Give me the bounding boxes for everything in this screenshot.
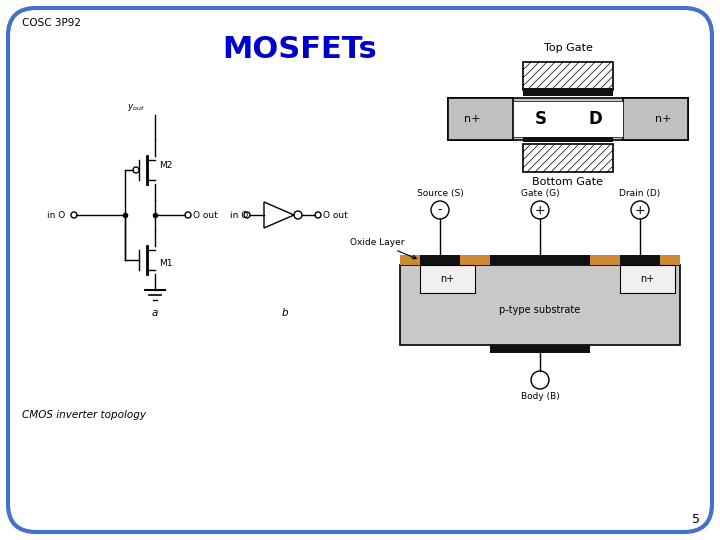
Bar [513, 101, 623, 137]
Bar [490, 345, 590, 353]
Bar [620, 265, 675, 293]
Bar [490, 255, 590, 265]
Text: Bottom Gate: Bottom Gate [533, 177, 603, 187]
Text: Drain (D): Drain (D) [619, 189, 661, 198]
Text: M2: M2 [159, 161, 172, 171]
Bar [523, 137, 613, 142]
Bar [620, 255, 660, 265]
Text: O out: O out [323, 211, 348, 219]
Text: Oxide Layer: Oxide Layer [350, 238, 416, 259]
Text: $y_{out}$: $y_{out}$ [127, 102, 145, 113]
Bar [420, 265, 475, 293]
Text: a: a [152, 308, 158, 318]
Text: Body (B): Body (B) [521, 392, 559, 401]
Bar [523, 62, 613, 90]
Bar [420, 255, 460, 265]
Text: b: b [282, 308, 288, 318]
Text: S: S [534, 110, 546, 128]
Text: Top Gate: Top Gate [544, 43, 593, 53]
Text: n+: n+ [464, 114, 481, 124]
Text: M1: M1 [159, 260, 173, 268]
Bar [400, 255, 680, 265]
Text: in O: in O [47, 211, 65, 219]
Text: p-type substrate: p-type substrate [500, 305, 580, 315]
Bar [448, 98, 513, 140]
Bar [400, 265, 680, 345]
Text: CMOS inverter topology: CMOS inverter topology [22, 410, 146, 420]
Text: COSC 3P92: COSC 3P92 [22, 18, 81, 28]
Text: in O: in O [230, 211, 248, 219]
Bar [523, 88, 613, 96]
Text: n+: n+ [640, 274, 654, 284]
Text: MOSFETs: MOSFETs [222, 35, 377, 64]
Text: Gate (G): Gate (G) [521, 189, 559, 198]
FancyBboxPatch shape [8, 8, 712, 532]
Text: +: + [635, 204, 645, 217]
Text: +: + [535, 204, 545, 217]
Text: Source (S): Source (S) [417, 189, 464, 198]
Bar [448, 98, 688, 140]
Text: D: D [589, 110, 603, 128]
Text: 5: 5 [692, 513, 700, 526]
Bar [523, 144, 613, 172]
Text: O out: O out [193, 211, 217, 219]
Text: -: - [438, 204, 442, 217]
Bar [623, 98, 688, 140]
Text: n+: n+ [655, 114, 672, 124]
Text: n+: n+ [441, 274, 454, 284]
